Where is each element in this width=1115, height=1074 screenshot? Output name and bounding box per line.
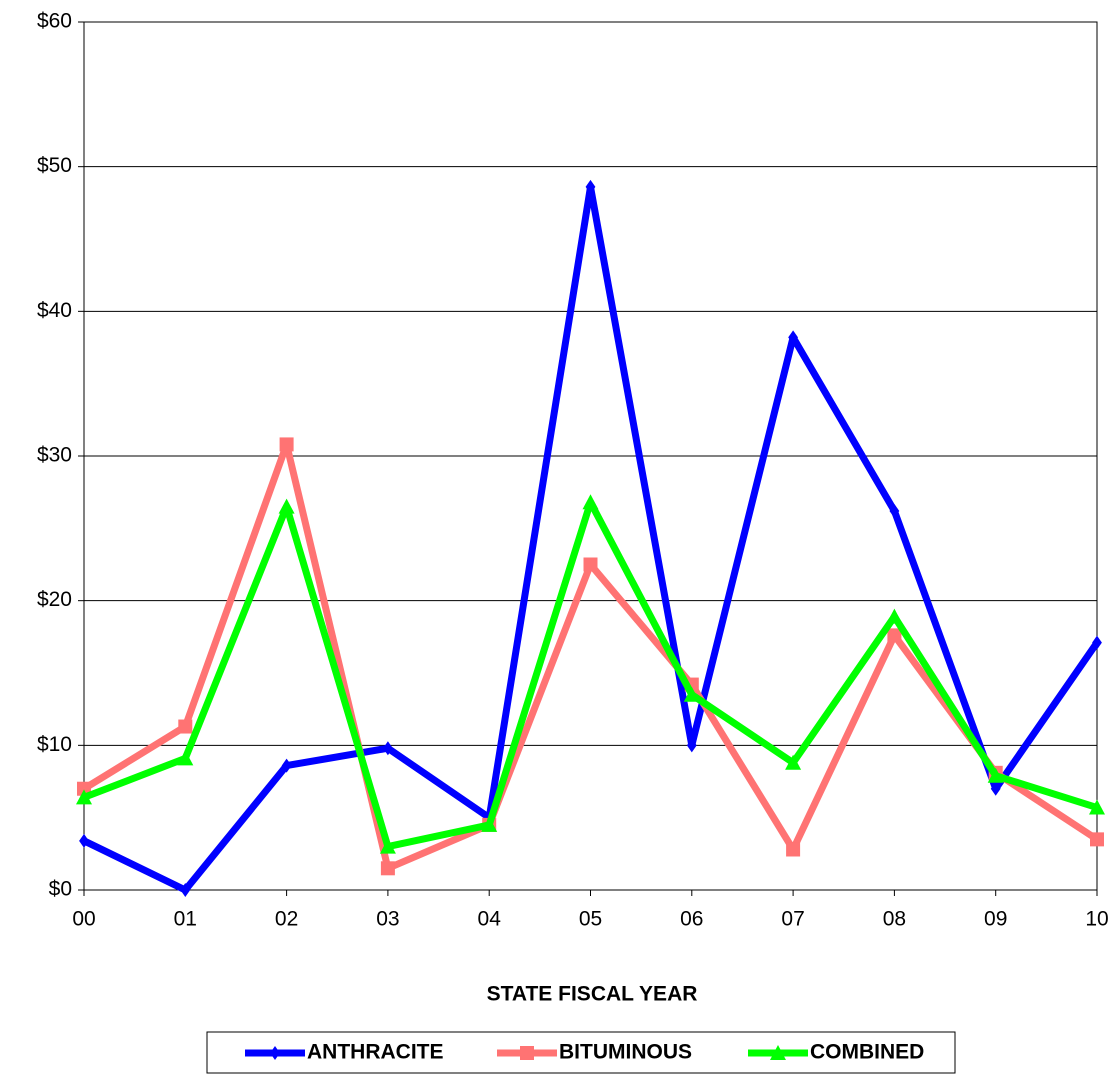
point-marker <box>1092 635 1102 650</box>
legend-box <box>206 1031 956 1074</box>
x-tick-label: 00 <box>72 908 95 931</box>
point-marker <box>886 608 903 624</box>
point-marker <box>788 330 798 345</box>
point-marker <box>180 883 191 897</box>
y-tick-label: $30 <box>37 444 72 467</box>
y-tick-label: $50 <box>37 154 72 177</box>
point-marker <box>582 494 599 510</box>
point-marker <box>785 754 802 770</box>
point-marker <box>76 789 92 805</box>
x-tick-label: 04 <box>478 908 502 931</box>
x-tick-label: 01 <box>174 908 197 931</box>
point-marker <box>889 503 900 518</box>
point-marker <box>1090 832 1104 847</box>
point-marker <box>278 498 295 514</box>
point-marker <box>990 781 1001 796</box>
point-marker <box>481 816 498 832</box>
legend-marker <box>770 1045 786 1060</box>
y-tick-label: $60 <box>37 10 72 33</box>
series-line <box>82 183 1100 894</box>
x-tick-label: 05 <box>579 908 602 931</box>
point-marker <box>177 750 194 766</box>
point-marker <box>178 719 193 734</box>
x-tick-label: 03 <box>376 908 399 931</box>
point-marker <box>1089 799 1105 815</box>
x-tick-label: 08 <box>883 908 906 931</box>
legend-label: COMBINED <box>810 1041 924 1064</box>
point-marker <box>686 738 697 753</box>
legend-marker <box>270 1046 280 1060</box>
point-marker <box>281 758 292 773</box>
x-tick-label: 09 <box>984 908 1007 931</box>
point-marker <box>379 838 396 854</box>
point-marker <box>683 686 700 702</box>
y-tick-label: $40 <box>37 299 72 322</box>
point-marker <box>279 437 294 452</box>
point-marker <box>79 833 89 848</box>
point-marker <box>786 842 801 857</box>
legend-label: BITUMINOUS <box>559 1041 692 1064</box>
point-marker <box>383 741 393 756</box>
x-axis-label: STATE FISCAL YEAR <box>487 983 698 1006</box>
legend-label: ANTHRACITE <box>307 1041 444 1064</box>
x-tick-label: 06 <box>680 908 703 931</box>
point-marker <box>585 179 596 194</box>
series-line <box>82 498 1099 851</box>
x-tick-label: 02 <box>275 908 298 931</box>
y-tick-label: $20 <box>37 588 72 611</box>
x-tick-label: 10 <box>1085 908 1108 931</box>
y-tick-label: $10 <box>37 733 72 756</box>
point-marker <box>987 767 1004 783</box>
point-marker <box>887 628 902 643</box>
x-tick-label: 07 <box>781 908 804 931</box>
y-tick-label: $0 <box>49 878 72 901</box>
point-marker <box>583 557 598 572</box>
point-marker <box>77 781 91 796</box>
point-marker <box>380 861 395 876</box>
legend-marker <box>520 1046 534 1060</box>
